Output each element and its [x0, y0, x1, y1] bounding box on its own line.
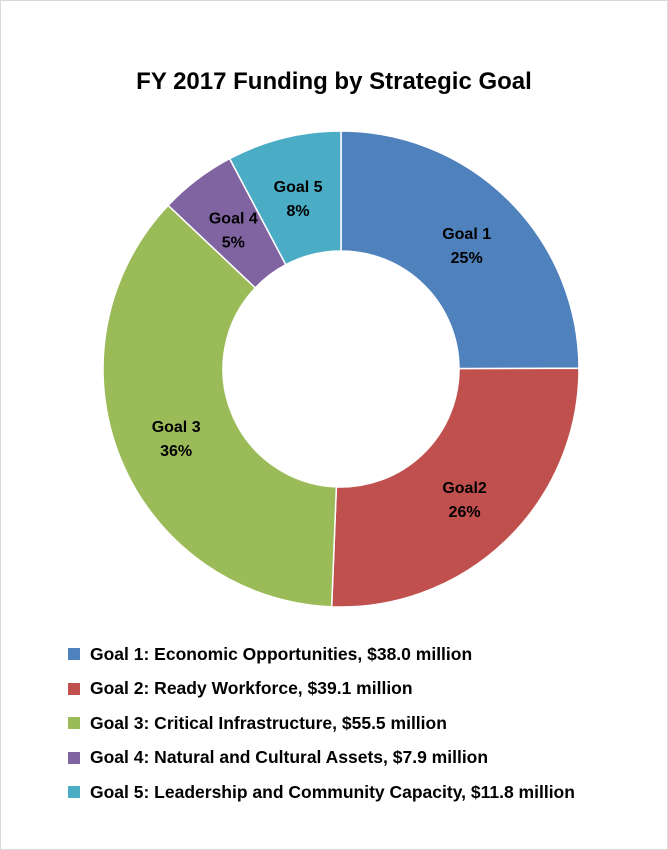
- chart-title: FY 2017 Funding by Strategic Goal: [136, 68, 532, 95]
- donut-chart: Goal 1 25% Goal2 26% Goal 3 36% Goal 4 5% Goal 5…: [102, 130, 580, 608]
- slice-label-3: Goal 3: [152, 419, 201, 436]
- slice-label-2: Goal2: [442, 480, 487, 497]
- donut-slice-5: [228, 130, 342, 266]
- slice-label-1: Goal 1: [442, 226, 491, 243]
- legend-swatch-goal-3: [68, 717, 80, 729]
- legend-text-goal-5: Goal 5: Leadership and Community Capacit…: [90, 781, 575, 802]
- slice-percent-1: 25%: [451, 250, 483, 267]
- slice-percent-3: 36%: [160, 443, 192, 460]
- legend-item-goal-5: Goal 5: Leadership and Community Capacit…: [68, 782, 575, 802]
- legend-text-goal-3: Goal 3: Critical Infrastructure, $55.5 m…: [90, 712, 447, 733]
- legend-text-goal-2: Goal 2: Ready Workforce, $39.1 million: [90, 678, 413, 698]
- legend-swatch-goal-5: [68, 786, 80, 798]
- legend-swatch-goal-4: [68, 751, 80, 764]
- legend-item-goal-3: Goal 3: Critical Infrastructure, $55.5 m…: [68, 713, 575, 733]
- legend-item-goal-1: Goal 1: Economic Opportunities, $38.0 mi…: [68, 644, 575, 664]
- donut-slice-3: [102, 204, 338, 608]
- donut-slice-1: [340, 130, 580, 370]
- slice-percent-5: 8%: [287, 203, 310, 220]
- legend-item-goal-2: Goal 2: Ready Workforce, $39.1 million: [68, 678, 575, 699]
- legend-swatch-goal-1: [68, 648, 80, 660]
- legend-text-goal-4: Goal 4: Natural and Cultural Assets, $7.…: [90, 747, 489, 767]
- legend-swatch-goal-2: [68, 682, 80, 695]
- slice-percent-2: 26%: [449, 504, 481, 521]
- slice-percent-4: 5%: [222, 234, 245, 251]
- chart-legend: Goal 1: Economic Opportunities, $38.0 mi…: [68, 644, 575, 817]
- donut-slice-2: [330, 367, 580, 608]
- legend-item-goal-4: Goal 4: Natural and Cultural Assets, $7.…: [68, 747, 575, 768]
- slice-label-5: Goal 5: [274, 179, 323, 196]
- slice-label-4: Goal 4: [209, 210, 258, 227]
- legend-text-goal-1: Goal 1: Economic Opportunities, $38.0 mi…: [90, 643, 473, 664]
